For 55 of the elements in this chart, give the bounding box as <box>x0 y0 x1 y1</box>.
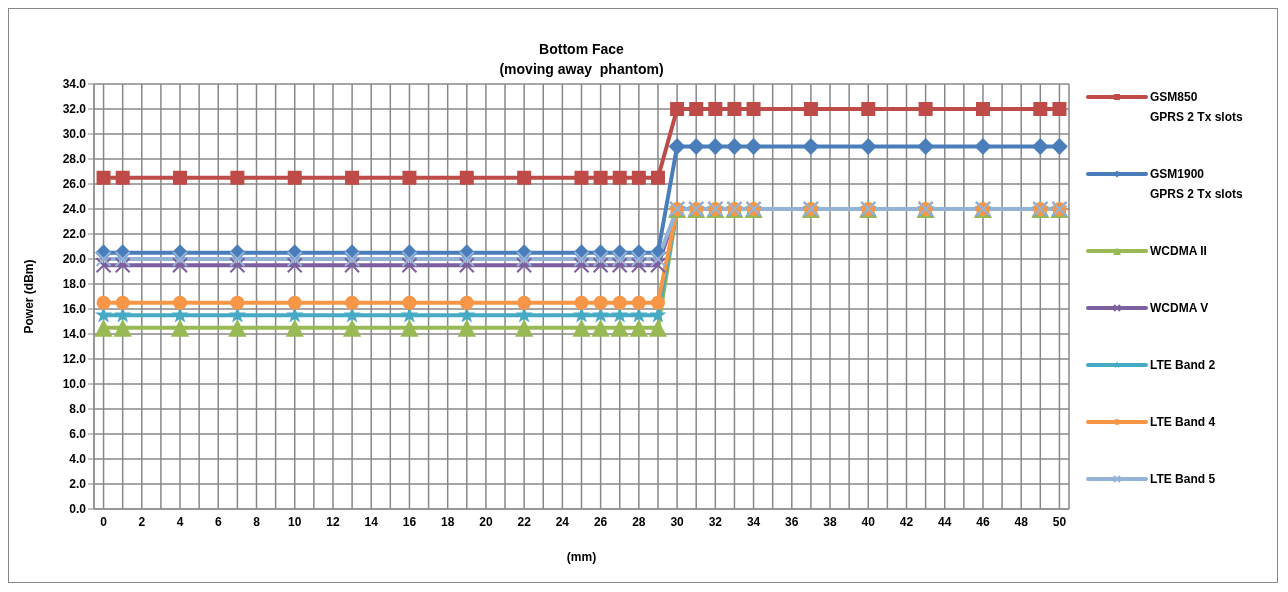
x-tick-label: 44 <box>938 514 952 529</box>
y-tick-label: 26.0 <box>62 177 87 192</box>
x-tick-label: 46 <box>976 514 990 529</box>
chart-subtitle: (moving away phantom) <box>498 60 665 79</box>
y-tick-label: 20.0 <box>62 252 87 267</box>
x-tick-label: 0 <box>100 514 108 529</box>
y-tick-label: 28.0 <box>62 152 87 167</box>
x-tick-label: 12 <box>326 514 340 529</box>
x-tick-label: 36 <box>785 514 799 529</box>
legend-label: WCDMA V <box>1150 300 1209 317</box>
y-tick-label: 30.0 <box>62 127 87 142</box>
legend-label: LTE Band 2 <box>1150 357 1216 375</box>
y-tick-label: 14.0 <box>62 327 87 342</box>
x-tick-label: 32 <box>708 514 723 529</box>
x-tick-label: 42 <box>899 514 914 529</box>
x-axis-title: (mm) <box>566 550 597 564</box>
y-tick-label: 22.0 <box>62 227 87 242</box>
chart-title: Bottom Face <box>538 40 625 59</box>
y-tick-label: 16.0 <box>62 302 87 317</box>
y-tick-label: 2.0 <box>69 477 87 492</box>
x-tick-label: 48 <box>1014 514 1029 529</box>
legend-label: GSM1900 GPRS 2 Tx slots <box>1150 165 1243 203</box>
y-tick-label: 0.0 <box>69 502 87 517</box>
y-axis-title: Power (dBm) <box>22 259 37 334</box>
x-tick-label: 16 <box>402 514 417 529</box>
x-tick-label: 8 <box>253 514 261 529</box>
x-tick-label: 40 <box>861 514 876 529</box>
x-tick-label: 30 <box>670 514 685 529</box>
y-tick-label: 34.0 <box>62 77 87 92</box>
x-tick-label: 4 <box>176 514 184 529</box>
x-tick-label: 50 <box>1052 514 1067 529</box>
y-tick-label: 12.0 <box>62 352 87 367</box>
y-tick-label: 10.0 <box>62 377 87 392</box>
x-tick-label: 38 <box>823 514 838 529</box>
legend-label: WCDMA II <box>1150 242 1207 260</box>
x-tick-label: 6 <box>214 514 222 529</box>
y-tick-label: 8.0 <box>69 402 87 417</box>
legend-label: LTE Band 5 <box>1150 471 1216 489</box>
y-tick-label: 24.0 <box>62 202 87 217</box>
y-tick-label: 4.0 <box>69 452 87 467</box>
x-tick-label: 24 <box>555 514 570 529</box>
x-tick-label: 26 <box>593 514 608 529</box>
x-tick-label: 20 <box>479 514 493 529</box>
y-tick-label: 32.0 <box>62 102 87 117</box>
y-tick-label: 18.0 <box>62 277 87 292</box>
y-tick-label: 6.0 <box>69 427 87 442</box>
legend-label: GSM850 GPRS 2 Tx slots <box>1150 88 1243 126</box>
x-tick-label: 34 <box>746 514 761 529</box>
legend-label: LTE Band 4 <box>1150 414 1216 432</box>
x-tick-label: 28 <box>632 514 646 529</box>
x-tick-label: 14 <box>364 514 379 529</box>
x-tick-label: 2 <box>138 514 146 529</box>
x-tick-label: 22 <box>517 514 532 529</box>
x-tick-label: 10 <box>288 514 302 529</box>
x-tick-label: 18 <box>441 514 455 529</box>
